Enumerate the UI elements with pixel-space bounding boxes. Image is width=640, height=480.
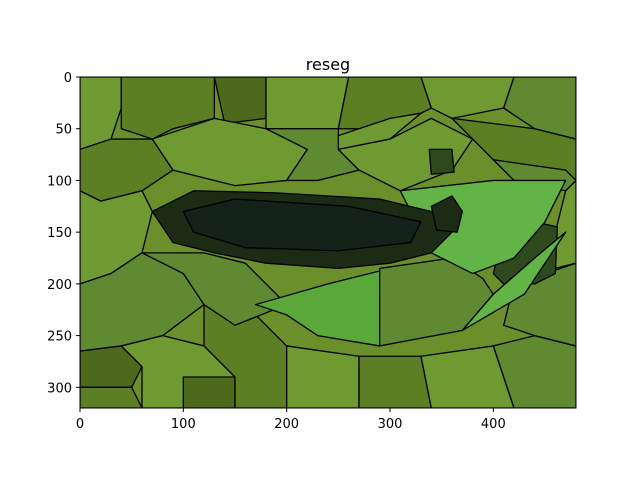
- segment-bg-bottom-d: [286, 345, 360, 408]
- segment-bg-bottom-f: [420, 345, 515, 408]
- y-axis: 0 50 100 150 200 250 300: [47, 71, 80, 396]
- y-tick-label: 50: [55, 123, 72, 138]
- segment-bg-top-c: [265, 77, 350, 130]
- x-axis: 0 100 200 300 400: [76, 408, 506, 432]
- segment-bg-bottom-b: [182, 376, 236, 408]
- segment-bg-mid-b: [265, 128, 360, 182]
- segmentation-regions: [80, 77, 576, 408]
- segment-dragonfly-core: [182, 198, 422, 252]
- axes-frame: [79, 76, 577, 409]
- segment-bg-bottom-c: [203, 303, 288, 408]
- segment-bright-wing-right: [461, 231, 567, 332]
- segment-bg-top-a: [120, 77, 215, 140]
- x-tick-label: 400: [481, 417, 506, 432]
- segment-bg-bottom-g: [492, 334, 576, 408]
- chart-title: reseg: [306, 55, 350, 74]
- segment-mid-left-body-area: [141, 252, 288, 326]
- y-tick-label: 0: [64, 71, 72, 86]
- plot-area: [79, 76, 577, 409]
- segment-bg-top-e: [420, 77, 515, 120]
- segment-dragonfly-head: [430, 195, 463, 233]
- y-tick-label: 200: [47, 278, 72, 293]
- y-tick-label: 300: [47, 381, 72, 396]
- x-tick-label: 200: [274, 417, 299, 432]
- x-tick-label: 300: [378, 417, 403, 432]
- segment-bg-left-corner: [80, 386, 143, 408]
- x-tick-label: 100: [171, 417, 196, 432]
- y-tick-label: 250: [47, 330, 72, 345]
- segment-bg-top-left: [80, 77, 122, 151]
- segment-bg-left-bottom-b: [80, 345, 143, 388]
- segment-bg-bottom-e: [358, 355, 432, 408]
- x-tick-label: 0: [76, 417, 84, 432]
- y-tick-label: 100: [47, 174, 72, 189]
- segment-small-dark-square: [428, 148, 455, 175]
- y-tick-label: 150: [47, 226, 72, 241]
